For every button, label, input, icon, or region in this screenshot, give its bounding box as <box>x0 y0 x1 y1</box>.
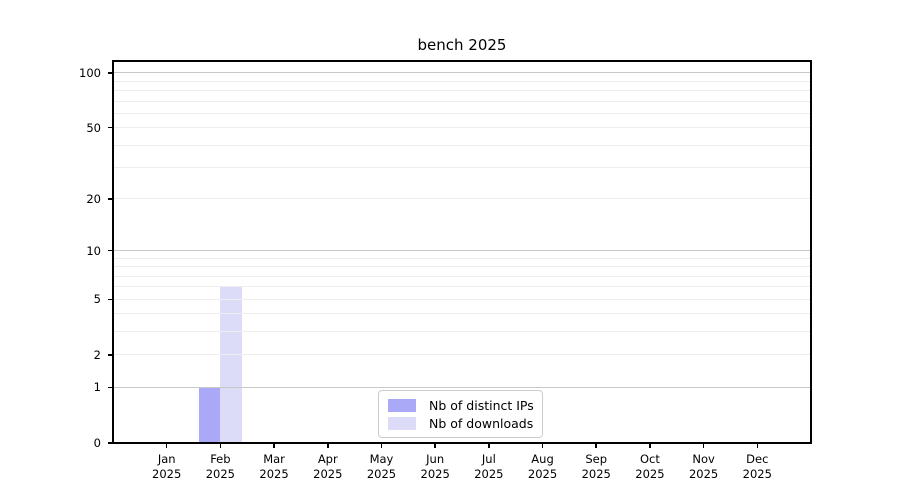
x-tick <box>488 443 490 448</box>
chart-title: bench 2025 <box>417 36 507 54</box>
x-tick <box>702 443 705 448</box>
x-tick-label: Oct 2025 <box>635 452 665 481</box>
plot-spine-right <box>810 60 812 444</box>
y-tick-label: 2 <box>93 347 101 362</box>
legend-entry-distinct-ips: Nb of distinct IPs <box>388 396 534 414</box>
bar <box>198 387 221 443</box>
legend-label-distinct-ips: Nb of distinct IPs <box>429 397 534 413</box>
legend-swatch-downloads-icon <box>388 416 416 430</box>
legend-swatch-distinct-ips-icon <box>388 398 416 412</box>
x-tick-label: Apr 2025 <box>313 452 343 481</box>
gridline-minor <box>113 298 811 300</box>
gridline-minor <box>113 80 811 82</box>
gridline-minor <box>113 144 811 146</box>
y-tick-label: 5 <box>93 292 101 307</box>
gridline-minor <box>113 354 811 356</box>
x-tick-label: Jan 2025 <box>152 452 182 481</box>
legend-entry-downloads: Nb of downloads <box>388 414 533 432</box>
y-tick <box>108 126 113 129</box>
x-tick-label: May 2025 <box>366 452 397 481</box>
gridline-minor <box>113 127 811 129</box>
x-tick-label: Jul 2025 <box>474 452 504 481</box>
legend: Nb of distinct IPs Nb of downloads <box>378 390 543 438</box>
plot-spine-left <box>112 60 114 444</box>
gridline-minor <box>113 286 811 288</box>
x-tick-label: Feb 2025 <box>205 452 236 481</box>
y-tick <box>108 249 113 252</box>
y-tick-label: 0 <box>93 436 101 450</box>
y-tick <box>108 298 113 301</box>
y-tick-label: 20 <box>86 191 101 206</box>
gridline-minor <box>113 266 811 268</box>
x-tick <box>327 443 329 448</box>
y-tick <box>108 354 113 356</box>
x-tick <box>434 443 436 448</box>
gridline-minor <box>113 167 811 169</box>
x-tick-label: Aug 2025 <box>527 452 558 481</box>
y-tick-label: 50 <box>86 120 101 135</box>
y-tick <box>108 442 113 444</box>
y-tick <box>108 72 113 74</box>
legend-label-downloads: Nb of downloads <box>429 415 534 431</box>
plot-spine-top <box>113 60 811 62</box>
gridline-minor <box>113 313 811 315</box>
y-tick-label: 1 <box>93 380 101 395</box>
x-tick <box>165 443 168 448</box>
y-tick-label: 100 <box>79 65 101 80</box>
gridline-minor <box>113 112 811 114</box>
gridline-major <box>113 72 811 74</box>
x-tick-label: Sep 2025 <box>581 452 611 481</box>
x-tick <box>756 443 759 448</box>
x-tick-label: Nov 2025 <box>688 452 719 481</box>
plot-area: Nb of distinct IPs Nb of downloads 0 1 2 5 1… <box>79 60 812 481</box>
gridline-minor <box>113 275 811 277</box>
x-tick <box>219 443 222 448</box>
gridline-major <box>113 250 811 252</box>
x-tick <box>649 443 651 448</box>
x-tick <box>541 443 544 448</box>
y-tick-label: 10 <box>86 243 101 258</box>
x-tick <box>380 443 383 448</box>
bar <box>220 286 242 443</box>
y-tick <box>108 198 113 200</box>
x-tick-label: Mar 2025 <box>259 452 289 481</box>
gridline-minor <box>113 100 811 102</box>
x-tick-label: Dec 2025 <box>742 452 772 481</box>
y-tick <box>108 386 113 389</box>
gridline-major <box>113 386 811 388</box>
x-tick <box>273 443 275 448</box>
x-tick <box>595 443 597 448</box>
gridline-minor <box>113 89 811 91</box>
gridline-minor <box>113 257 811 259</box>
plot-spine-bottom <box>113 442 811 444</box>
x-tick-label: Jun 2025 <box>420 452 450 481</box>
gridline-minor <box>113 198 811 200</box>
gridline-minor <box>113 331 811 333</box>
